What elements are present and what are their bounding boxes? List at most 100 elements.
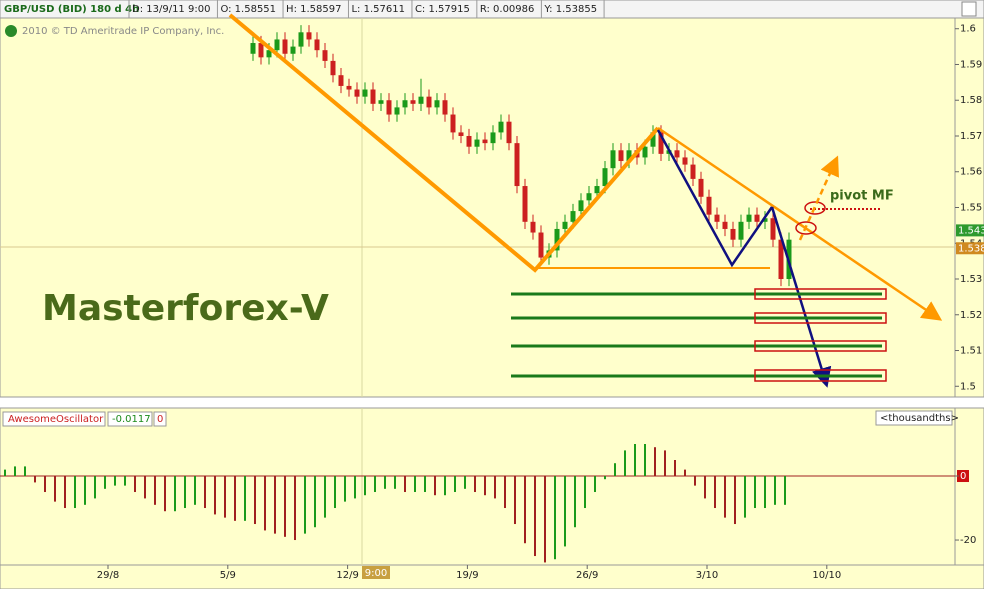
y-tick-label: -20 (960, 535, 976, 546)
candle-body (650, 132, 656, 147)
price-tag (956, 242, 984, 255)
candle-body (618, 150, 624, 162)
candle-body (562, 221, 568, 229)
target-box (754, 312, 887, 324)
candle-body (610, 150, 616, 169)
candle-body (290, 46, 296, 54)
cursor-label: 9:00 (365, 568, 387, 579)
candle-body (442, 100, 448, 115)
candle-body (346, 85, 352, 90)
target-box (754, 288, 887, 300)
osc-title: AwesomeOscillator (8, 414, 104, 425)
candle-body (410, 100, 416, 104)
candle-body (490, 132, 496, 144)
unit-box (875, 410, 953, 426)
candle-body (554, 228, 560, 251)
y-tick-label: 1.58 (960, 95, 982, 106)
candle-body (762, 218, 768, 222)
y-tick-label: 1.52 (960, 310, 982, 321)
candle-body (530, 221, 536, 233)
candle-body (658, 132, 664, 154)
header-field: H: 1.58597 (286, 4, 341, 15)
candle-body (402, 100, 408, 108)
osc-reading: 0 (157, 414, 163, 425)
candle-body (482, 139, 488, 144)
scroll-button[interactable] (961, 1, 977, 17)
candle-body (282, 39, 288, 54)
price-tag (956, 224, 984, 237)
candle-body (330, 60, 336, 76)
osc-reading-box (107, 411, 153, 427)
y-tick-label: 1.53 (960, 274, 982, 285)
osc-panel (0, 407, 956, 566)
y-tick-label: 1.57 (960, 131, 982, 142)
candle-body (522, 186, 528, 222)
tick-tag (957, 470, 969, 483)
candle-body (466, 135, 472, 147)
target-box (754, 340, 887, 352)
y-tick-label: 1.59 (960, 59, 982, 70)
header-field: D: 13/9/11 9:00 (132, 4, 210, 15)
candle-body (698, 178, 704, 197)
candle-body (586, 193, 592, 201)
x-tick-label: 19/9 (456, 570, 478, 581)
candle-body (426, 96, 432, 108)
candle-body (570, 211, 576, 222)
candle-body (778, 239, 784, 280)
candle-body (746, 214, 752, 222)
y-tick-label: 1.56 (960, 167, 982, 178)
osc-title-box (2, 411, 106, 427)
candle-body (642, 146, 648, 158)
y-tick-label: 1.55 (960, 203, 982, 214)
osc-header: AwesomeOscillator -0.0117 0 <thousandths… (2, 410, 959, 427)
candle-body (298, 32, 304, 47)
candle-body (730, 228, 736, 240)
candle-body (322, 50, 328, 61)
candle-body (770, 218, 776, 240)
y-tick-label: 0 (960, 471, 966, 482)
candle-body (754, 214, 760, 222)
pivot-circle (795, 221, 817, 235)
candle-body (394, 107, 400, 115)
candle-body (370, 89, 376, 104)
candle-body (626, 150, 632, 162)
osc-reading-box (153, 411, 167, 427)
osc-unit: <thousandths> (880, 413, 959, 424)
candle-body (458, 132, 464, 136)
candle-body (538, 232, 544, 258)
annotations (228, 13, 943, 388)
candle-body (498, 121, 504, 133)
candle-body (338, 75, 344, 86)
candle-body (274, 39, 280, 51)
candle-body (514, 143, 520, 187)
candle-body (674, 150, 680, 158)
price-tag-label: 1.538 (958, 243, 984, 254)
brand: Masterforex-V (42, 288, 329, 329)
trend-line (228, 13, 660, 273)
header-field: C: 1.57915 (415, 4, 470, 15)
symbol: GBP/USD (BID) 180 d 4h (4, 4, 139, 15)
candle-body (682, 157, 688, 165)
candle-body (434, 100, 440, 108)
candle-body (250, 43, 256, 54)
info-icon[interactable] (5, 25, 17, 37)
osc-reading: -0.0117 (112, 414, 151, 425)
candle-body (306, 32, 312, 40)
pivot-arrow (798, 155, 839, 241)
candle-body (602, 168, 608, 187)
candle-body (506, 121, 512, 144)
candle-body (386, 100, 392, 115)
y-tick-label: 1.6 (960, 24, 976, 35)
header-field: Y: 1.53855 (543, 4, 597, 15)
x-tick-label: 5/9 (220, 570, 236, 581)
header-field: R: 0.00986 (480, 4, 535, 15)
pivot-circle (804, 201, 826, 215)
candle-body (722, 221, 728, 229)
copyright: 2010 © TD Ameritrade IP Company, Inc. (22, 26, 224, 37)
price-tag-label: 1.543 (958, 225, 984, 236)
candle-body (258, 43, 264, 58)
candle-body (314, 39, 320, 51)
time-axis (0, 564, 984, 589)
candle-body (354, 89, 360, 97)
